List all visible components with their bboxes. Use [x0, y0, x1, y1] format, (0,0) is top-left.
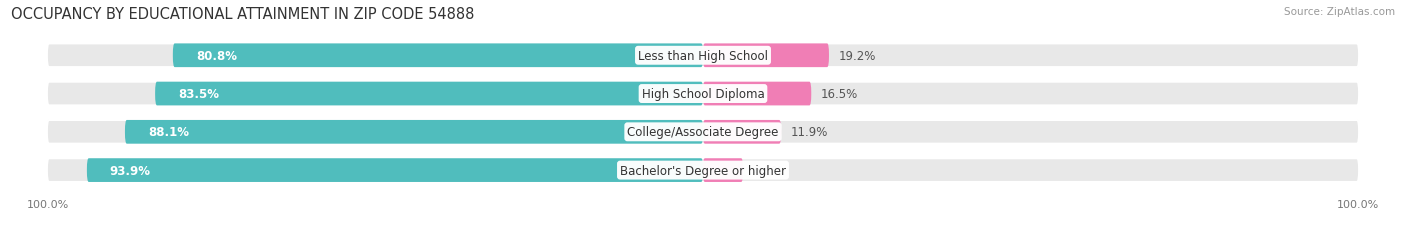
Text: OCCUPANCY BY EDUCATIONAL ATTAINMENT IN ZIP CODE 54888: OCCUPANCY BY EDUCATIONAL ATTAINMENT IN Z…: [11, 7, 475, 22]
FancyBboxPatch shape: [46, 158, 1360, 182]
FancyBboxPatch shape: [46, 82, 1360, 106]
Text: 83.5%: 83.5%: [179, 88, 219, 101]
Text: 100.0%: 100.0%: [27, 199, 69, 209]
FancyBboxPatch shape: [155, 82, 703, 106]
FancyBboxPatch shape: [173, 44, 703, 68]
FancyBboxPatch shape: [703, 158, 742, 182]
Text: 19.2%: 19.2%: [839, 49, 876, 63]
Text: College/Associate Degree: College/Associate Degree: [627, 126, 779, 139]
Text: 93.9%: 93.9%: [110, 164, 150, 177]
Text: Less than High School: Less than High School: [638, 49, 768, 63]
Text: 80.8%: 80.8%: [195, 49, 236, 63]
Text: 6.1%: 6.1%: [752, 164, 783, 177]
Text: 16.5%: 16.5%: [821, 88, 858, 101]
FancyBboxPatch shape: [46, 44, 1360, 68]
Text: 11.9%: 11.9%: [792, 126, 828, 139]
Text: 88.1%: 88.1%: [148, 126, 188, 139]
FancyBboxPatch shape: [125, 120, 703, 144]
Text: High School Diploma: High School Diploma: [641, 88, 765, 101]
Text: Bachelor's Degree or higher: Bachelor's Degree or higher: [620, 164, 786, 177]
FancyBboxPatch shape: [703, 120, 782, 144]
Text: Source: ZipAtlas.com: Source: ZipAtlas.com: [1284, 7, 1395, 17]
FancyBboxPatch shape: [87, 158, 703, 182]
FancyBboxPatch shape: [703, 82, 811, 106]
FancyBboxPatch shape: [46, 120, 1360, 144]
Text: 100.0%: 100.0%: [1337, 199, 1379, 209]
FancyBboxPatch shape: [703, 44, 830, 68]
